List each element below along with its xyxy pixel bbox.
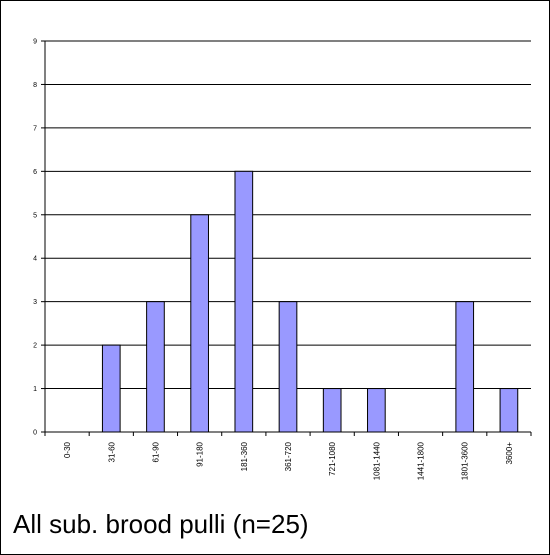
bar-181-360 bbox=[234, 170, 254, 433]
y-tick-label: 3 bbox=[33, 299, 37, 306]
y-tick-label: 7 bbox=[33, 125, 37, 132]
x-tick-label: 721-1080 bbox=[328, 441, 337, 475]
y-tick-label: 6 bbox=[33, 169, 37, 176]
bar-361-720 bbox=[278, 301, 298, 433]
x-tick-label: 1081-1440 bbox=[372, 441, 381, 480]
y-tick-label: 0 bbox=[33, 430, 37, 437]
x-tick-label: 1441-1800 bbox=[417, 441, 426, 480]
bar-31-60 bbox=[101, 344, 121, 433]
x-tick-label: 181-360 bbox=[240, 441, 249, 471]
y-tick-label: 1 bbox=[33, 386, 37, 393]
bar-721-1080 bbox=[322, 388, 342, 433]
x-tick-label: 1801-3600 bbox=[461, 441, 470, 480]
x-tick-label: 3600+ bbox=[505, 442, 514, 465]
y-tick-label: 4 bbox=[33, 256, 37, 263]
x-tick-label: 31-60 bbox=[107, 441, 116, 462]
bar-61-90 bbox=[146, 301, 165, 433]
gridlines bbox=[45, 40, 531, 390]
x-tick-labels: 0-30 31-60 61-90 91-180 181-360 361-720 721-10… bbox=[63, 441, 514, 480]
bar-91-180 bbox=[190, 214, 209, 433]
bar-3600+ bbox=[499, 388, 519, 433]
bar-chart: 0 1 2 3 4 5 6 7 8 9 0-30 31-60 61-90 91-180 181-360 36… bbox=[33, 39, 532, 480]
y-tick-label: 8 bbox=[33, 82, 37, 89]
x-tick-label: 91-180 bbox=[196, 441, 205, 466]
axes bbox=[41, 40, 532, 436]
bar-1081-1440 bbox=[367, 388, 386, 433]
y-tick-label: 5 bbox=[33, 212, 37, 219]
y-tick-labels: 0 1 2 3 4 5 6 7 8 9 bbox=[33, 39, 37, 437]
y-tick-label: 2 bbox=[33, 343, 37, 350]
x-tick-label: 61-90 bbox=[151, 441, 160, 462]
bars bbox=[101, 170, 519, 433]
x-tick-label: 0-30 bbox=[63, 441, 72, 458]
x-tick-label: 361-720 bbox=[284, 441, 293, 471]
y-tick-label: 9 bbox=[33, 39, 37, 46]
bar-1801-3600 bbox=[455, 301, 475, 433]
chart-caption: All sub. brood pulli (n=25) bbox=[13, 509, 309, 539]
